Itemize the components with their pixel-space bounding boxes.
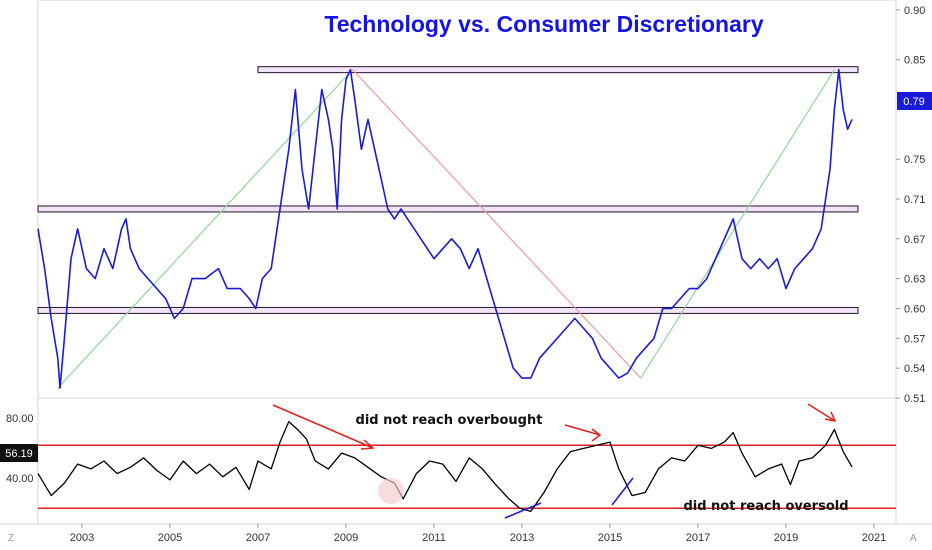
price-series-layer	[37, 68, 853, 389]
osc-current-value-bg	[0, 444, 38, 462]
price-levels-layer	[37, 66, 859, 314]
autoscale-a-icon[interactable]: A	[910, 533, 917, 544]
xtick-label-2013: 2013	[510, 532, 534, 544]
price-panel-frame	[37, 0, 897, 399]
xtick-label-2019: 2019	[774, 532, 798, 544]
price-ytick-label-3: 0.75	[904, 154, 925, 166]
annotation-oversold: did not reach oversold	[683, 499, 848, 514]
price-ytick-label-8: 0.57	[904, 333, 925, 345]
xtick-label-2017: 2017	[686, 532, 710, 544]
price-ytick-label-9: 0.54	[904, 363, 925, 375]
chart-title: Technology vs. Consumer Discretionary	[324, 11, 763, 37]
trend-lines-layer	[57, 69, 835, 389]
xtick-label-2003: 2003	[70, 532, 94, 544]
price-y-axis: 0.90 0.85 0.75 0.71 0.67 0.63 0.60 0.57 0.54 0.51	[896, 5, 925, 405]
divergence-arrow-1	[272, 404, 374, 449]
price-level-band-1	[37, 205, 859, 213]
bullish-divergence-line-2	[611, 477, 634, 506]
xtick-label-2009: 2009	[334, 532, 358, 544]
trend-line-0	[57, 69, 354, 389]
trend-line-2	[640, 69, 835, 379]
price-ytick-label-4: 0.71	[904, 194, 925, 206]
bullish-divergence-line-1	[504, 502, 542, 519]
xtick-label-2015: 2015	[598, 532, 622, 544]
price-level-band-2	[37, 306, 859, 314]
price-level-band-0	[257, 66, 859, 74]
logo-z-icon: Z	[8, 533, 14, 544]
xtick-label-2011: 2011	[422, 532, 446, 544]
xtick-label-2005: 2005	[158, 532, 182, 544]
xtick-label-2007: 2007	[246, 532, 270, 544]
oscillator-series-layer	[37, 420, 853, 513]
price-ytick-label-1: 0.85	[904, 55, 925, 67]
price-ytick-label-7: 0.60	[904, 303, 925, 315]
osc-series-line-0	[37, 420, 853, 513]
price-current-value-badge: 0.79	[897, 92, 932, 110]
price-ytick-label-10: 0.51	[904, 393, 925, 405]
price-current-value-bg	[897, 92, 932, 110]
divergence-arrow-1-head	[360, 439, 375, 450]
osc-current-value-badge: 56.19	[0, 444, 38, 462]
oversold-highlight-circle	[378, 478, 404, 504]
osc-ytick-40: 40.00	[6, 473, 34, 485]
divergence-arrow-3	[807, 403, 836, 422]
oscillator-reference-layer	[38, 444, 896, 510]
price-ytick-label-5: 0.67	[904, 234, 925, 246]
osc-ytick-80: 80.00	[6, 413, 34, 425]
divergence-arrow-3-head	[824, 411, 837, 423]
trend-line-1	[352, 69, 642, 379]
price-ytick-label-6: 0.63	[904, 274, 925, 286]
price-current-value: 0.79	[903, 96, 924, 108]
price-series-line-0	[37, 68, 853, 389]
osc-current-value: 56.19	[5, 448, 33, 460]
time-axis: 2003 2005 2007 2009 2011 2013 2015 2017 2019 2021	[70, 524, 886, 544]
annotation-overbought: did not reach overbought	[356, 413, 543, 428]
divergence-arrow-2-head	[591, 428, 602, 442]
annotation-marks	[272, 403, 837, 519]
price-ytick-label-0: 0.90	[904, 5, 925, 17]
divergence-arrow-2	[564, 424, 601, 436]
xtick-label-2021: 2021	[862, 532, 886, 544]
